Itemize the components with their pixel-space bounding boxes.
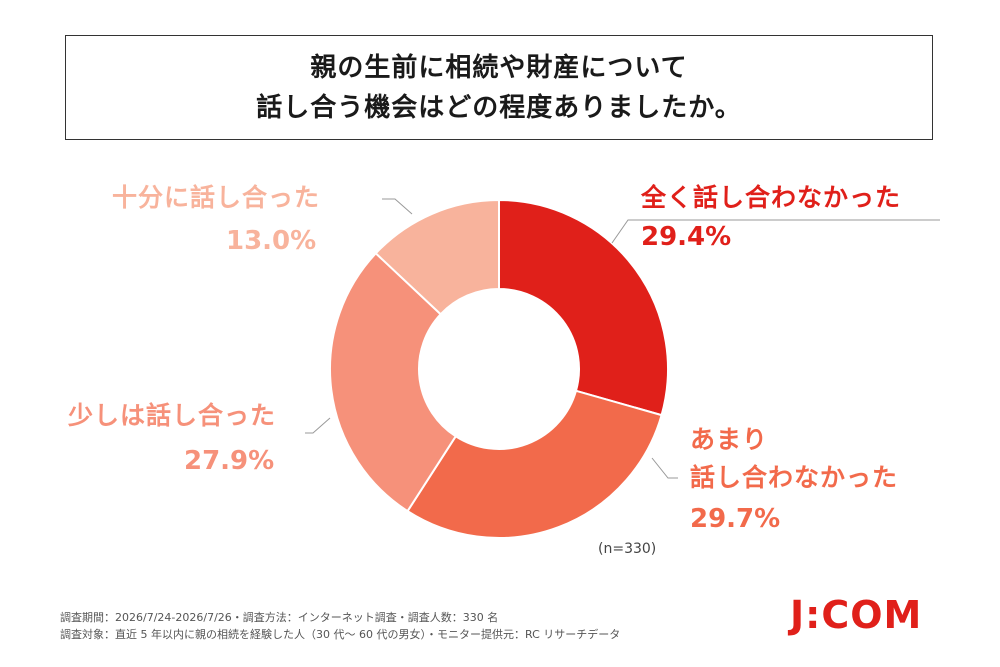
slice-sukoshi (329, 251, 458, 513)
label-juubun-text: 十分に話し合った (112, 183, 321, 212)
slice-juubun (374, 198, 500, 316)
footer-line-1: 調査期間：2026/7/24-2026/7/26・調査方法：インターネット調査・… (60, 611, 499, 624)
label-amari-value: 29.7% (690, 504, 781, 534)
label-amari-text-1: あまり (690, 425, 769, 454)
label-amari-text-2: 話し合わなかった (690, 463, 899, 492)
slice-zenku (498, 198, 669, 417)
leader-line-sukoshi (305, 417, 331, 434)
title-line-2: 話し合う機会はどの程度ありましたか。 (256, 92, 742, 123)
jcom-logo: J:COM (790, 593, 923, 637)
leader-line-amari (651, 457, 678, 479)
footer: 調査期間：2026/7/24-2026/7/26・調査方法：インターネット調査・… (60, 609, 620, 643)
leader-line-juubun (382, 198, 413, 215)
label-zenku-value: 29.4% (641, 222, 732, 252)
label-juubun: 十分に話し合った 13.0% (112, 178, 320, 256)
footer-line-2: 調査対象：直近 5 年以内に親の相続を経験した人（30 代～ 60 代の男女）・… (60, 628, 621, 641)
slice-amari (406, 389, 663, 539)
label-zenku: 全く話し合わなかった 29.4% (641, 178, 901, 252)
title-line-1: 親の生前に相続や財産について (310, 52, 688, 83)
label-sukoshi: 少しは話し合った 27.9% (68, 396, 276, 476)
leader-line-zenku (611, 219, 940, 244)
label-sukoshi-text: 少しは話し合った (68, 401, 277, 430)
label-zenku-text: 全く話し合わなかった (641, 183, 902, 212)
label-sukoshi-value: 27.9% (184, 446, 275, 476)
label-amari: あまり 話し合わなかった 29.7% (690, 420, 898, 534)
title-box: 親の生前に相続や財産について 話し合う機会はどの程度ありましたか。 (65, 35, 933, 140)
label-juubun-value: 13.0% (226, 226, 317, 256)
sample-size-note: (n=330) (598, 541, 657, 557)
